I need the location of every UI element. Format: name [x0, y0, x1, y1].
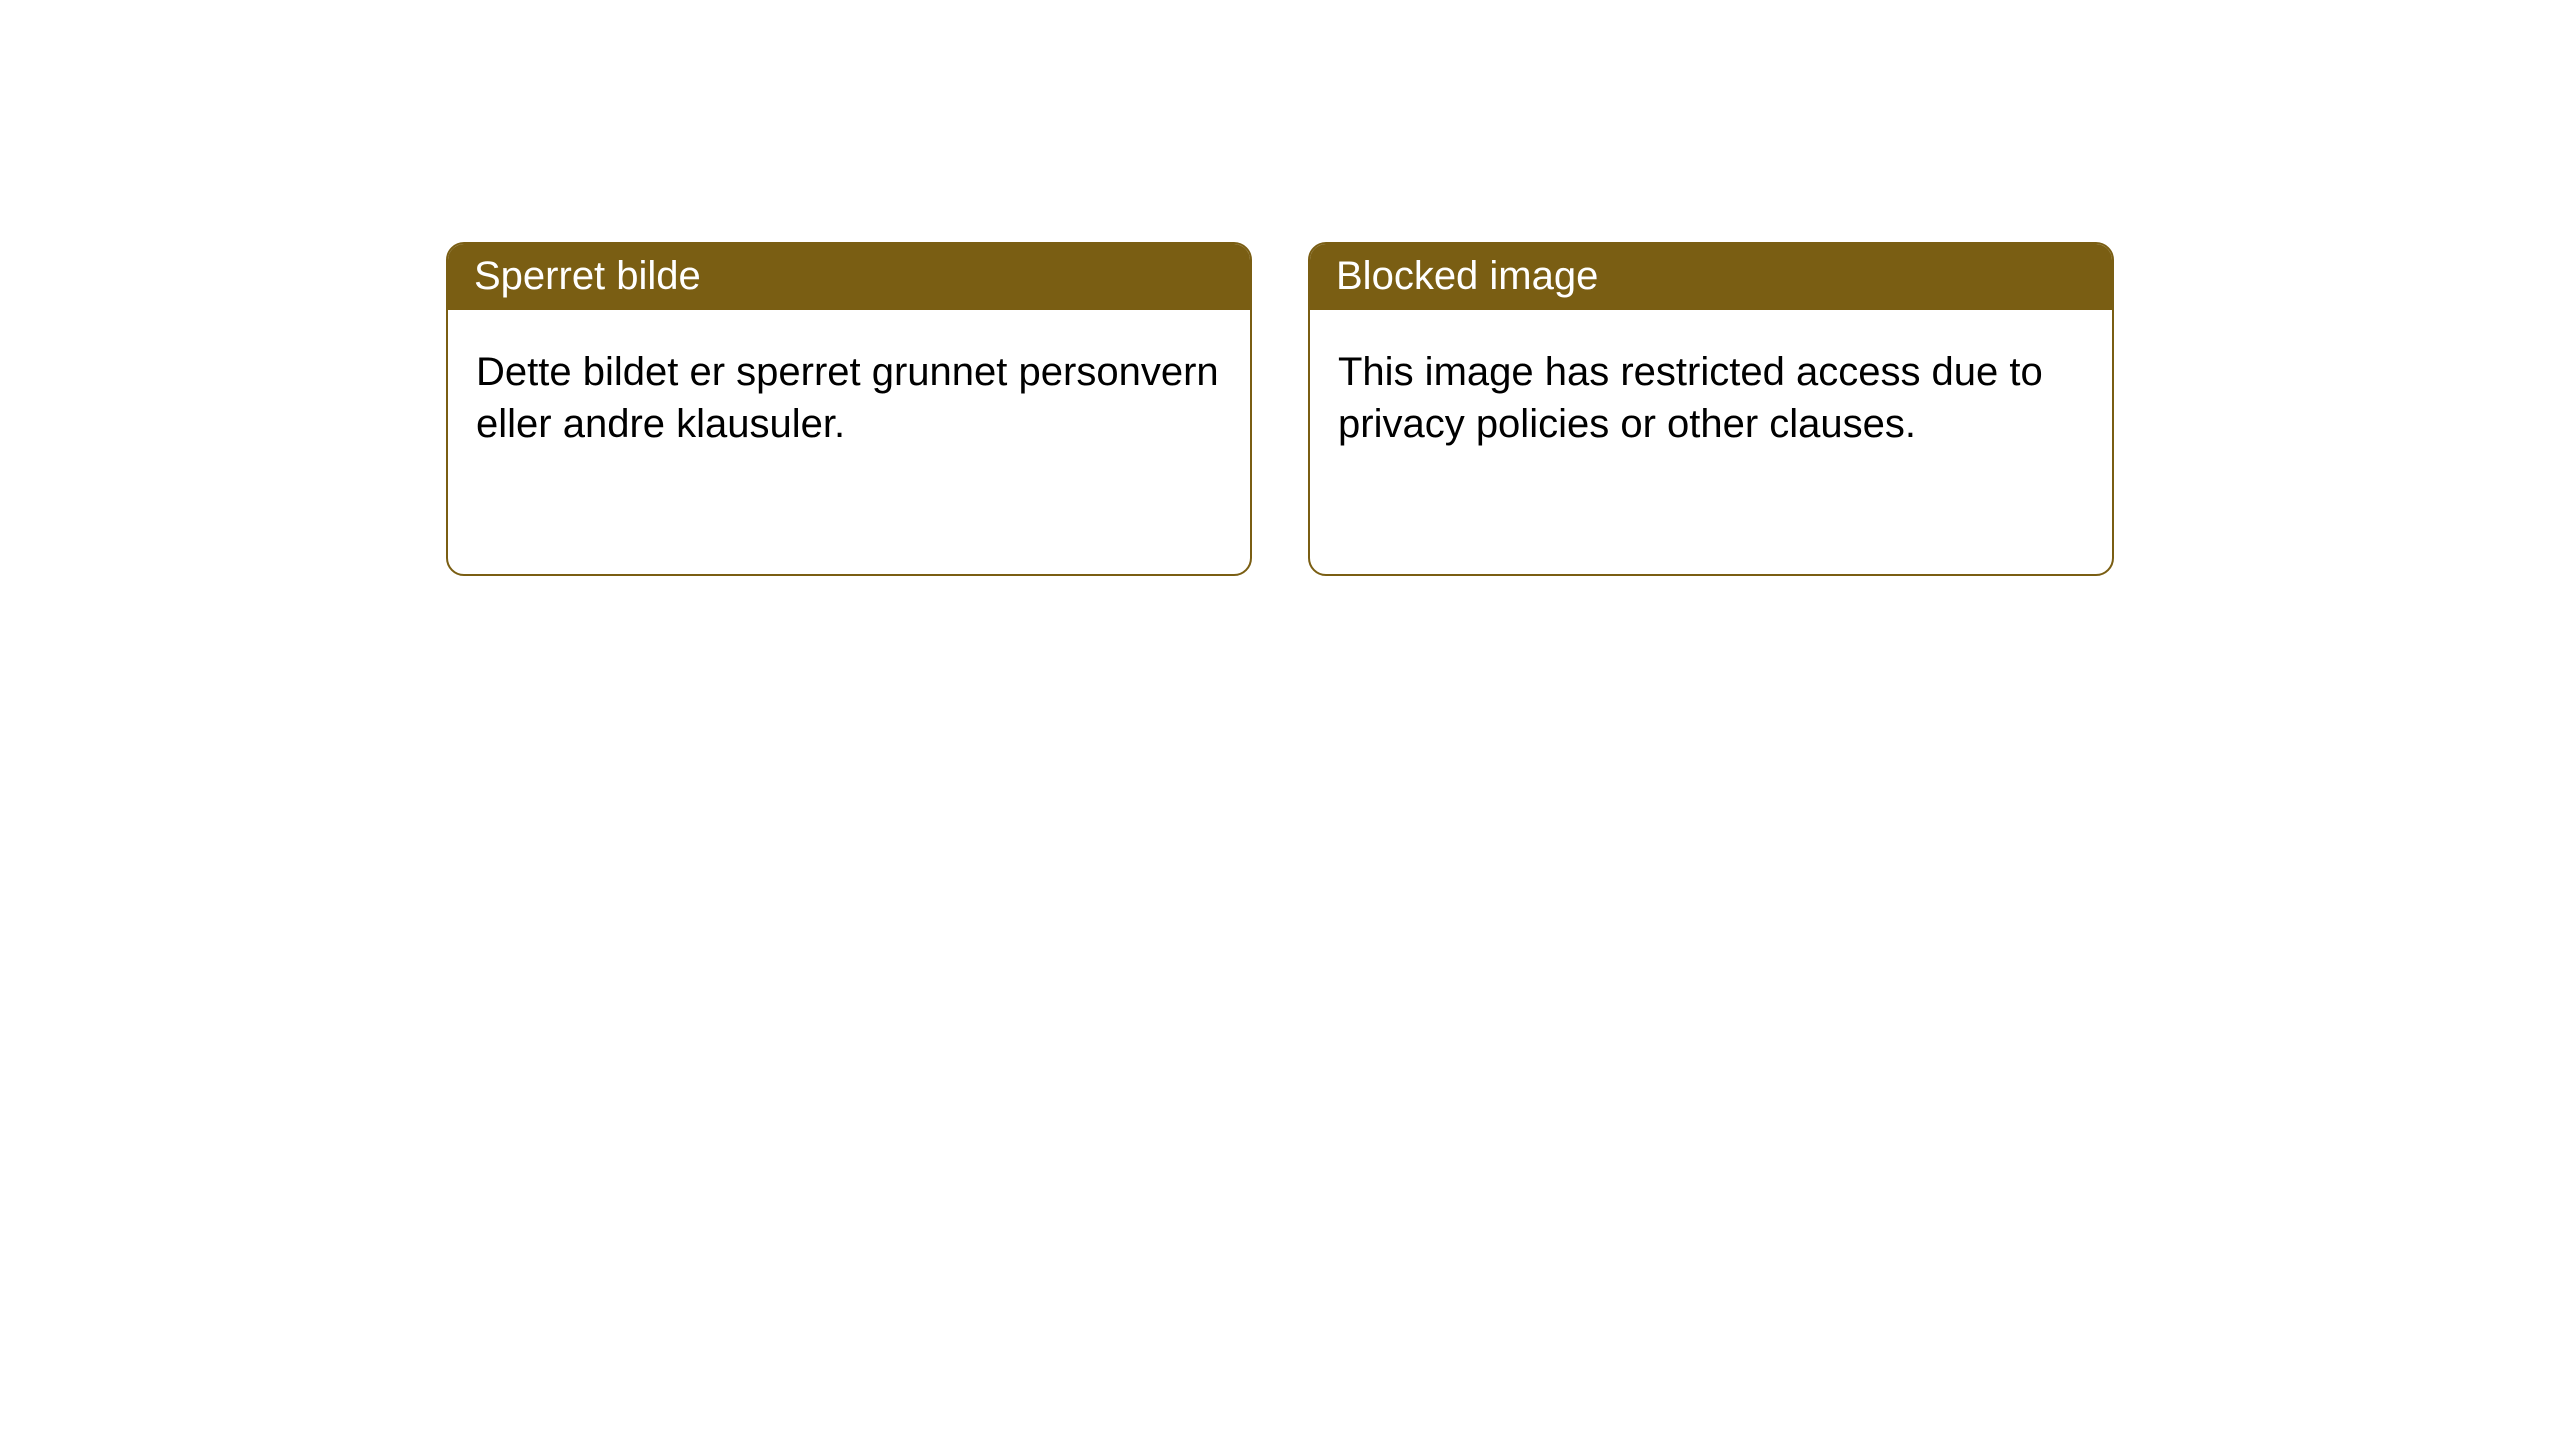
notice-header-english: Blocked image [1310, 244, 2112, 310]
notice-container: Sperret bilde Dette bildet er sperret gr… [0, 0, 2560, 576]
notice-body-norwegian: Dette bildet er sperret grunnet personve… [448, 310, 1250, 574]
notice-header-norwegian: Sperret bilde [448, 244, 1250, 310]
notice-card-norwegian: Sperret bilde Dette bildet er sperret gr… [446, 242, 1252, 576]
notice-body-english: This image has restricted access due to … [1310, 310, 2112, 574]
notice-card-english: Blocked image This image has restricted … [1308, 242, 2114, 576]
